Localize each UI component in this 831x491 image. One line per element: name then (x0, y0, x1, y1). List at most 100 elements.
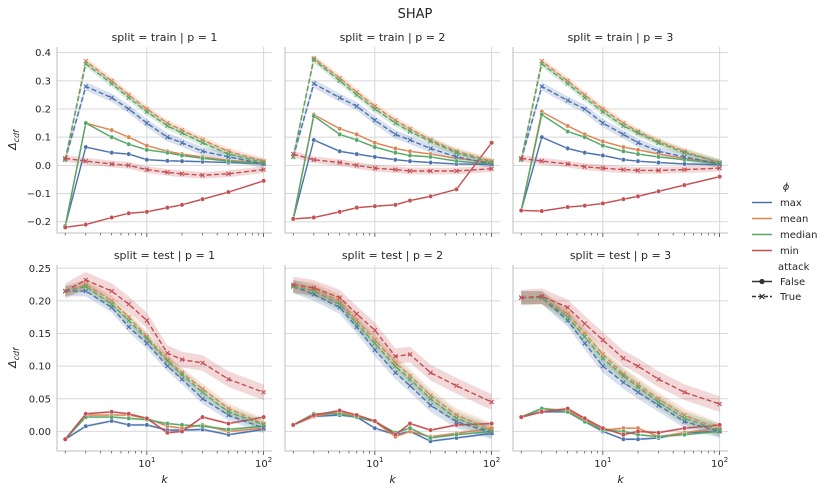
point-median-true (179, 372, 185, 378)
point-min-false (717, 422, 723, 428)
point-min-false (261, 178, 267, 184)
y-tick-label: 0.10 (29, 362, 51, 373)
point-max-false (635, 436, 641, 442)
point-mean-false (600, 139, 606, 144)
point-median-true (372, 106, 378, 112)
y-tick-label: −0.1 (27, 189, 51, 200)
point-median-true (717, 427, 722, 433)
series-line-mean-true (521, 296, 720, 431)
point-mean-true (165, 357, 170, 363)
point-median-false (407, 425, 413, 431)
ci-band-min-true (65, 154, 264, 179)
x-tick-base: 10 (594, 459, 607, 470)
point-min-true (407, 352, 413, 357)
series-line-max-true (521, 296, 720, 433)
point-max-false (83, 423, 89, 429)
x-tick-base: 10 (138, 459, 151, 470)
point-min-true (582, 164, 588, 170)
point-median-false (428, 435, 433, 441)
series-line-min-true (65, 157, 264, 176)
point-min-true (635, 363, 641, 369)
x-axis-label: k (161, 473, 168, 486)
legend: ϕ max mean median min attack False True (752, 182, 818, 303)
point-median-true (226, 151, 231, 157)
point-max-true (600, 120, 606, 126)
y-axis-label: Δcdf (6, 347, 21, 369)
point-max-true (126, 324, 132, 330)
series-line-median-false (64, 416, 264, 440)
point-max-true (311, 81, 317, 87)
series-line-median-false (520, 113, 720, 211)
point-min-true (635, 168, 641, 173)
panel-3: split = train | p = 3 (512, 31, 728, 237)
point-min-false (165, 430, 170, 436)
series-line-min-false (65, 180, 264, 229)
point-median-true (109, 301, 115, 307)
panel-title: split = test | p = 1 (114, 249, 215, 262)
point-mean-false (126, 134, 132, 140)
series-group (290, 276, 495, 444)
point-max-false (372, 425, 378, 431)
point-median-false (226, 427, 231, 432)
point-median-false (682, 432, 687, 438)
point-median-false (226, 158, 231, 164)
point-median-true (682, 415, 687, 421)
point-median-false (407, 153, 413, 158)
point-min-true (200, 360, 205, 366)
point-min-false (582, 203, 588, 209)
series-group (62, 57, 267, 230)
x-tick-label: 102 (711, 456, 728, 470)
point-min-true (354, 311, 360, 317)
point-median-true (582, 334, 588, 340)
x-tick-exponent: 1 (379, 456, 383, 464)
point-max-false (337, 148, 343, 154)
point-min-true (261, 389, 266, 395)
point-median-true (337, 78, 343, 84)
point-max-true (372, 347, 378, 353)
point-median-false (656, 154, 661, 160)
point-median-false (621, 148, 626, 154)
point-max-true (565, 98, 571, 103)
series-line-median-true (292, 58, 492, 164)
y-axis-label-sub: cdf (12, 347, 21, 360)
point-min-false (62, 224, 68, 230)
point-max-true (635, 389, 641, 395)
point-min-true (290, 151, 296, 157)
point-min-true (454, 383, 459, 389)
y-tick-label: 0.3 (35, 76, 51, 87)
point-max-true (393, 131, 398, 137)
ci-band-mean-true (65, 279, 264, 429)
point-median-true (621, 373, 626, 379)
series-line-mean-false (64, 122, 264, 227)
point-min-false (337, 408, 343, 413)
series-group (290, 54, 495, 222)
point-median-true (261, 160, 266, 165)
point-min-true (200, 172, 205, 178)
point-min-false (290, 216, 296, 222)
legend-label-max: max (780, 198, 802, 209)
series-line-mean-true (65, 283, 264, 425)
point-min-false (600, 425, 606, 431)
point-min-false (62, 436, 68, 442)
point-median-true (372, 340, 378, 346)
series-group (62, 272, 267, 442)
series-line-median-true (520, 62, 720, 164)
point-median-false (454, 432, 459, 438)
point-median-true (428, 139, 433, 144)
point-median-true (144, 336, 150, 342)
point-min-true (454, 168, 459, 174)
point-min-false (518, 414, 524, 420)
y-tick-label: 0.05 (29, 394, 51, 405)
series-group (518, 288, 723, 442)
panel-title: split = train | p = 3 (568, 31, 674, 44)
x-tick-exponent: 2 (496, 456, 500, 464)
point-median-false (200, 423, 205, 429)
point-median-true (354, 321, 360, 327)
point-median-true (489, 160, 494, 165)
panel-title: split = test | p = 2 (342, 249, 443, 262)
point-min-true (656, 168, 661, 173)
panel-4: split = test | p = 1 0.00 0.05 0.10 0.15 0.20… (6, 249, 272, 486)
panel-title: split = test | p = 3 (570, 249, 671, 262)
point-min-true (682, 167, 687, 172)
